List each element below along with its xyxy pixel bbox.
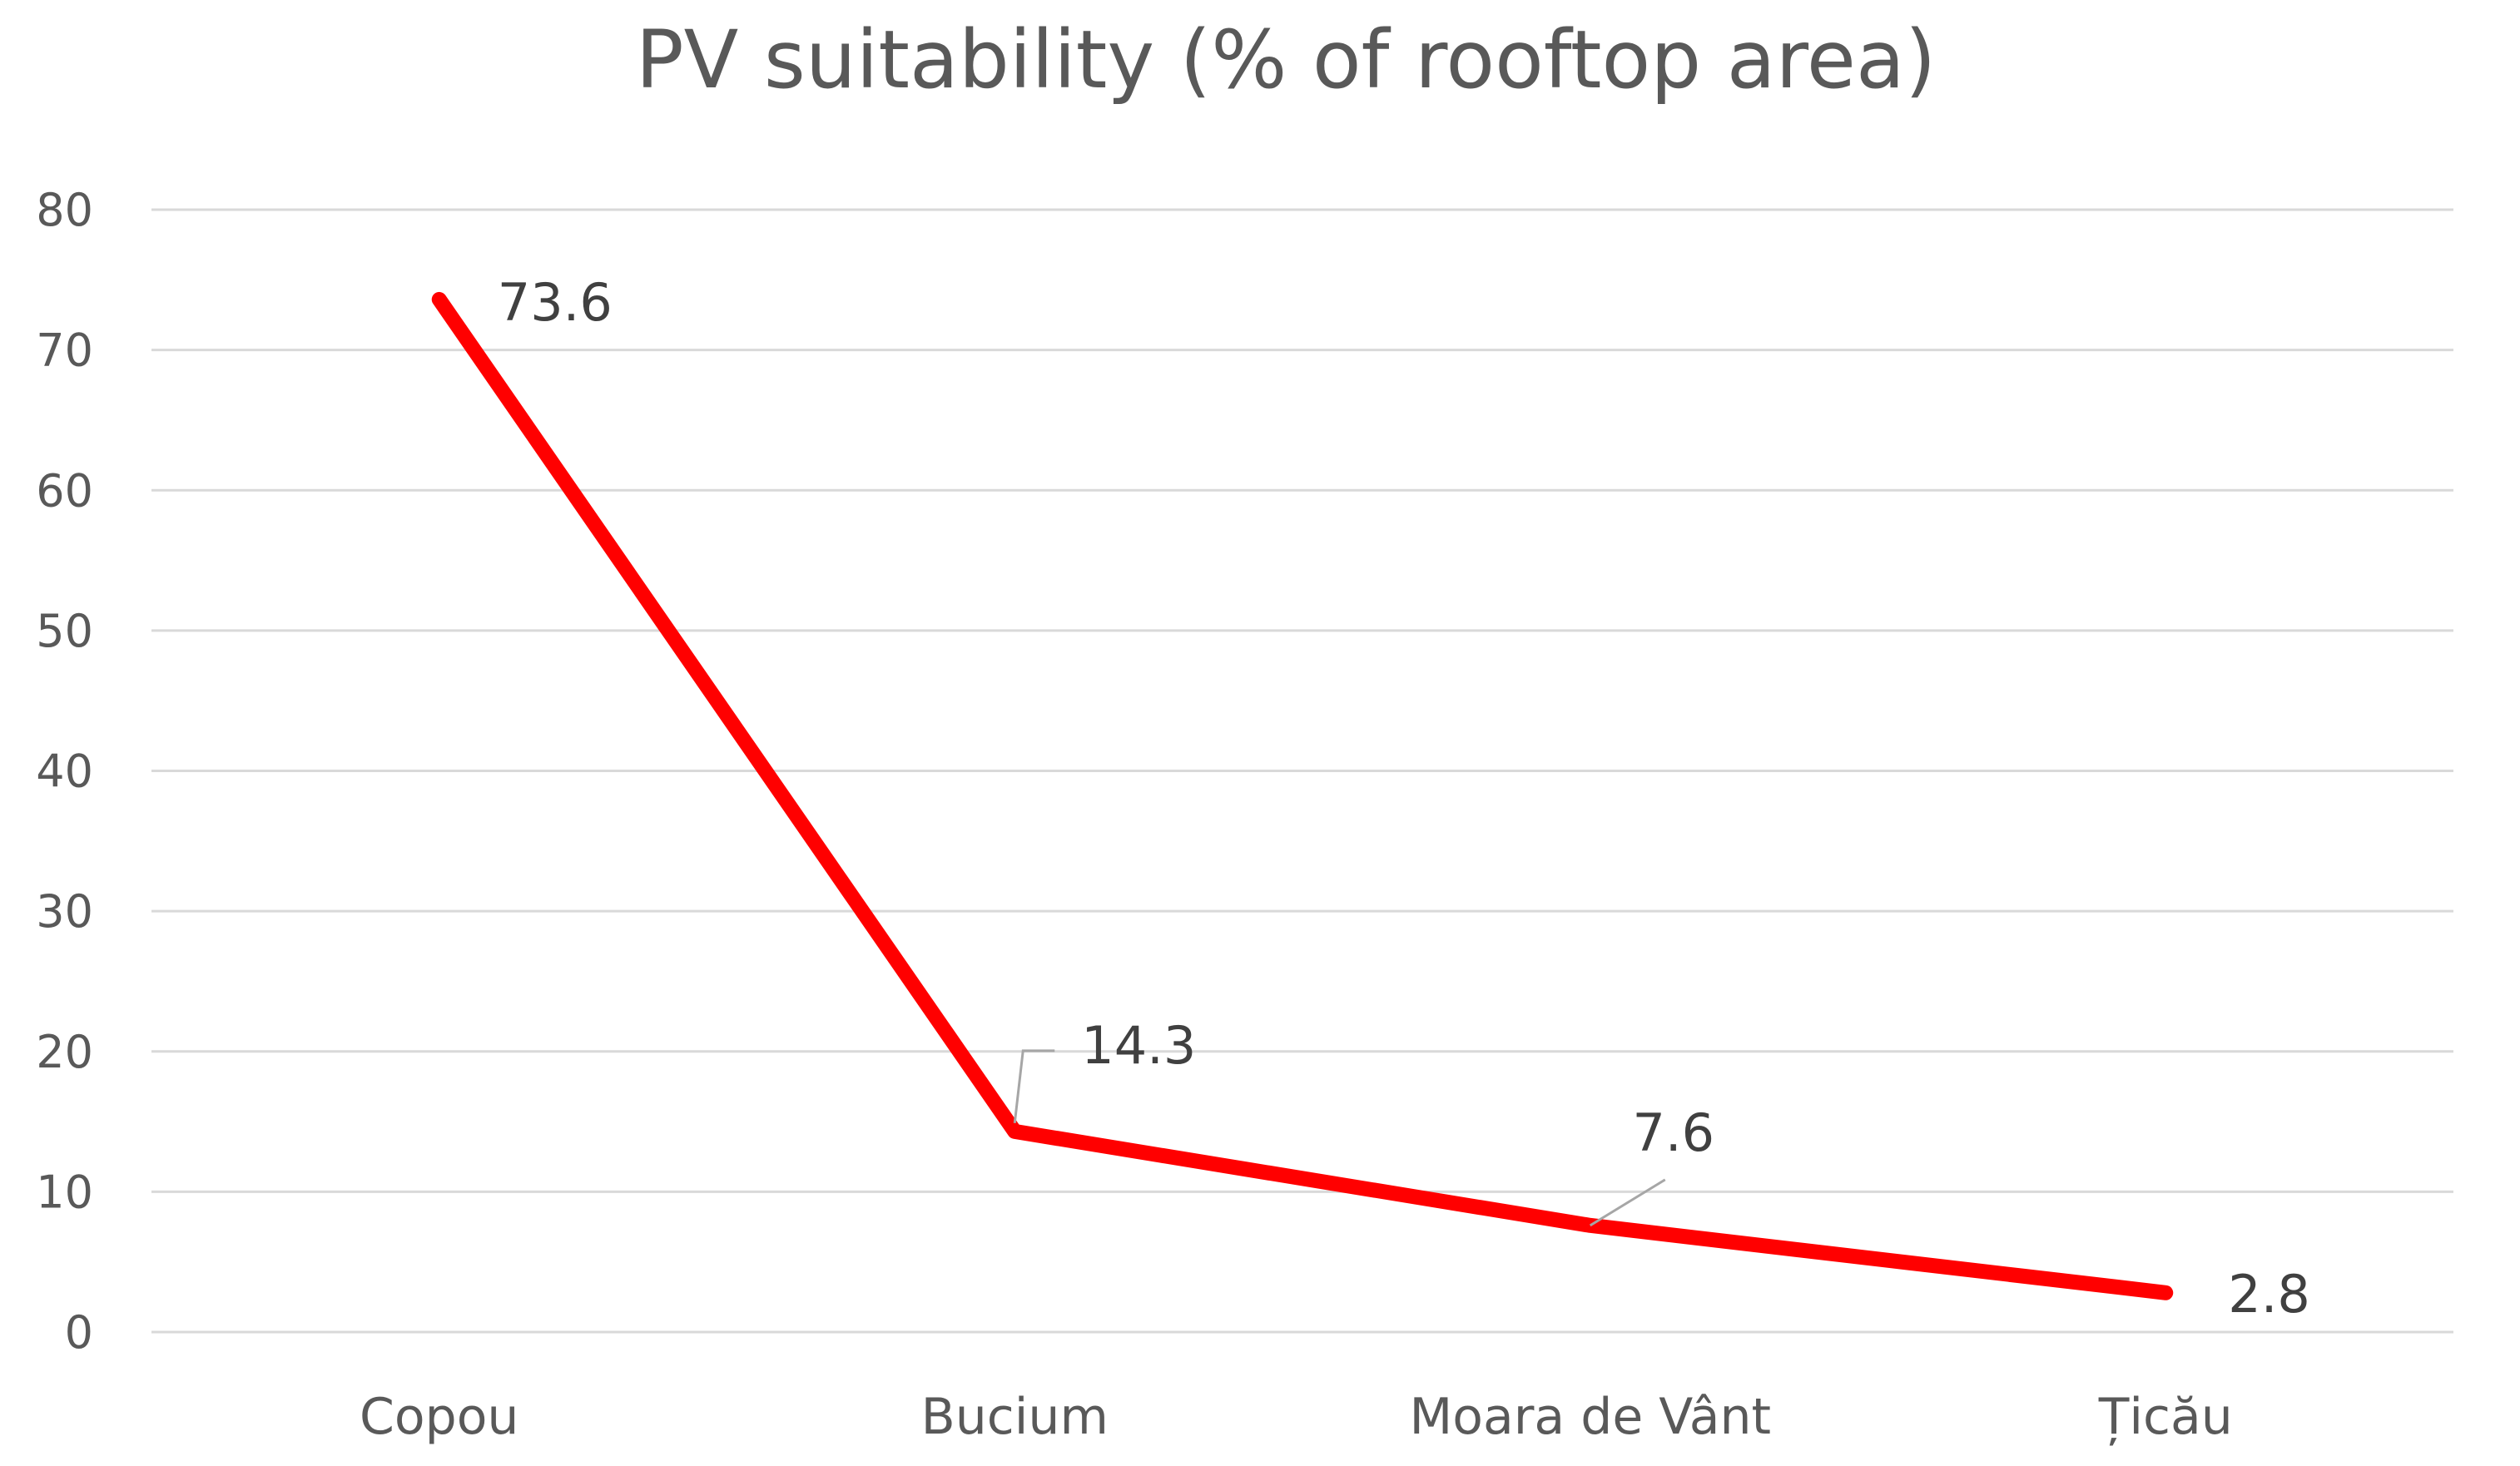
x-tick-label: Copou xyxy=(360,1388,518,1446)
data-label: 73.6 xyxy=(498,272,613,333)
data-label: 7.6 xyxy=(1632,1102,1714,1163)
data-label: 2.8 xyxy=(2228,1264,2310,1325)
chart-title: PV suitability (% of rooftop area) xyxy=(636,13,1937,106)
y-tick-label: 80 xyxy=(36,184,93,236)
x-tick-label: Bucium xyxy=(921,1388,1109,1446)
x-tick-label: Țicău xyxy=(2098,1388,2233,1446)
series xyxy=(431,291,2174,1300)
x-tick-label: Moara de Vânt xyxy=(1409,1388,1771,1446)
y-tick-label: 30 xyxy=(36,885,93,938)
y-tick-label: 10 xyxy=(36,1166,93,1218)
y-axis-ticks: 0 10 20 30 40 50 60 70 80 xyxy=(36,184,93,1359)
data-label-leader xyxy=(1589,1178,1666,1227)
y-tick-label: 70 xyxy=(36,324,93,377)
y-tick-label: 40 xyxy=(36,745,93,798)
data-label: 14.3 xyxy=(1081,1015,1196,1076)
y-tick-label: 0 xyxy=(65,1306,93,1359)
data-label-leader xyxy=(1013,1049,1055,1124)
data-labels: 73.6 14.3 7.6 2.8 xyxy=(498,272,2310,1325)
x-axis-ticks: Copou Bucium Moara de Vânt Țicău xyxy=(360,1388,2233,1446)
series-line xyxy=(431,291,2174,1300)
y-tick-label: 60 xyxy=(36,464,93,517)
y-tick-label: 50 xyxy=(36,605,93,657)
y-tick-label: 20 xyxy=(36,1026,93,1078)
gridlines xyxy=(151,208,2453,1334)
